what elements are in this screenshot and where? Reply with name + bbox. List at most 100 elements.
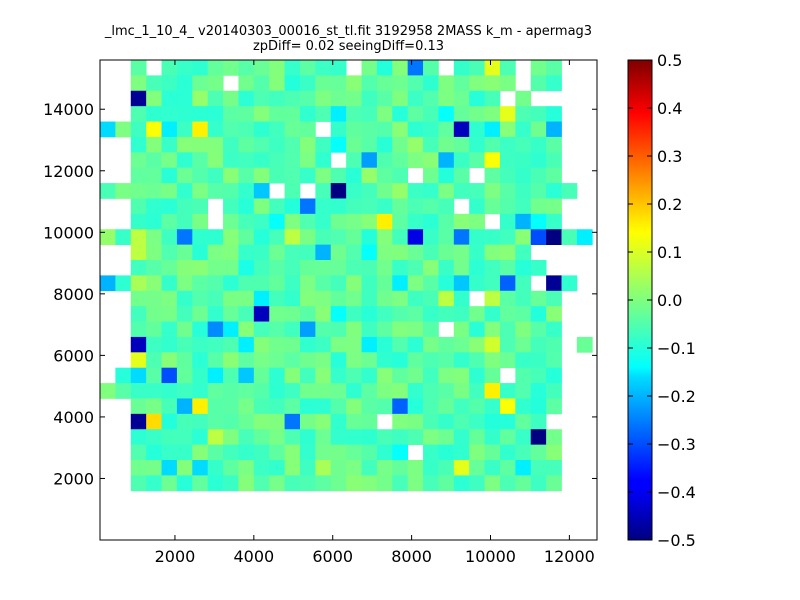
heatmap-cell [453,321,470,338]
heatmap-cell [376,229,393,246]
heatmap-cell [376,336,393,353]
heatmap-cell [176,198,193,215]
heatmap-cell [207,90,224,107]
heatmap-cell [192,475,209,492]
heatmap-cell [284,136,301,153]
heatmap-cell [499,429,516,446]
heatmap-cell [207,260,224,276]
colorbar-tick-label: −0.2 [657,387,696,406]
heatmap-cell [192,290,209,307]
heatmap-cell [315,367,332,384]
heatmap-cell [484,336,501,353]
heatmap-cell [176,121,193,138]
heatmap-cell [130,367,147,384]
heatmap-cell [484,460,501,476]
heatmap-cell [515,167,532,184]
heatmap-cell [161,213,178,230]
heatmap-cell [469,367,485,384]
heatmap-cell [361,60,378,76]
heatmap-cell [161,367,178,384]
heatmap-cell [161,336,178,353]
heatmap-cell [484,367,501,384]
heatmap-cell [423,136,439,153]
heatmap-cell [315,336,332,353]
heatmap-cell [423,106,439,122]
heatmap-cell [161,352,178,369]
heatmap-cell [315,460,332,476]
heatmap-cell [484,183,501,199]
heatmap-cell [330,90,347,107]
heatmap-cell [361,475,378,492]
heatmap-cell [192,152,209,169]
heatmap-cell [361,367,378,384]
heatmap-cell [484,383,501,399]
heatmap-cell [315,398,332,415]
heatmap-cell [330,183,347,199]
heatmap-cell [361,229,378,246]
heatmap-cell [438,106,455,122]
heatmap-cell [146,336,162,353]
heatmap-cell [499,60,516,76]
heatmap-cell [530,121,547,138]
heatmap-cell [438,290,455,307]
heatmap-cell [423,336,439,353]
heatmap-cell [176,260,193,276]
heatmap-cell [223,290,239,307]
heatmap-cell [223,229,239,246]
y-tick-label: 6000 [53,346,94,365]
heatmap-cell [453,413,470,430]
heatmap-cell [484,106,501,122]
heatmap-cell [207,244,224,261]
heatmap-cell [346,75,362,92]
heatmap-cell [546,60,562,76]
heatmap-cell [146,260,162,276]
heatmap-cell [392,121,409,138]
heatmap-cell [546,290,562,307]
heatmap-cell [238,198,255,215]
heatmap-cell [484,152,501,169]
y-axis: 2000 4000 6000 8000 10000 12000 14000 [43,100,597,488]
x-axis: 2000 4000 6000 8000 10000 12000 [155,60,595,566]
heatmap-cell [469,413,485,430]
heatmap-cell [207,367,224,384]
heatmap-cell [423,213,439,230]
heatmap-cell [223,198,239,215]
heatmap-cell [515,229,532,246]
chart-title-line-1: _lmc_1_10_4_ v20140303_00016_st_tl.fit 3… [104,24,593,39]
heatmap-cell [530,152,547,169]
heatmap-cell [253,136,270,153]
heatmap-cell [499,183,516,199]
heatmap-cell [530,383,547,399]
heatmap-cell [176,475,193,492]
heatmap-cell [207,290,224,307]
heatmap-cell [315,152,332,169]
heatmap-cell [315,290,332,307]
heatmap-cell [423,244,439,261]
heatmap-cell [330,367,347,384]
heatmap-cell [499,213,516,230]
heatmap-cell [299,306,316,322]
heatmap-cell [253,413,270,430]
chart-title-line-2: zpDiff= 0.02 seeingDiff=0.13 [252,39,445,54]
heatmap-cell [530,444,547,461]
heatmap-cell [376,121,393,138]
heatmap-cell [223,306,239,322]
heatmap-cell [161,429,178,446]
heatmap-cell [330,429,347,446]
heatmap-cell [423,352,439,369]
heatmap-cell [392,183,409,199]
heatmap-cell [438,275,455,292]
heatmap-cell [299,429,316,446]
heatmap-cell [407,383,424,399]
heatmap-cell [284,106,301,122]
heatmap-cell [207,336,224,353]
heatmap-cell [115,183,132,199]
heatmap-cell [376,383,393,399]
heatmap-cell [530,183,547,199]
heatmap-cell [392,90,409,107]
heatmap-cell [438,429,455,446]
heatmap-cell [161,413,178,430]
heatmap-cell [223,244,239,261]
heatmap-cell [284,336,301,353]
heatmap-cell [269,475,285,492]
